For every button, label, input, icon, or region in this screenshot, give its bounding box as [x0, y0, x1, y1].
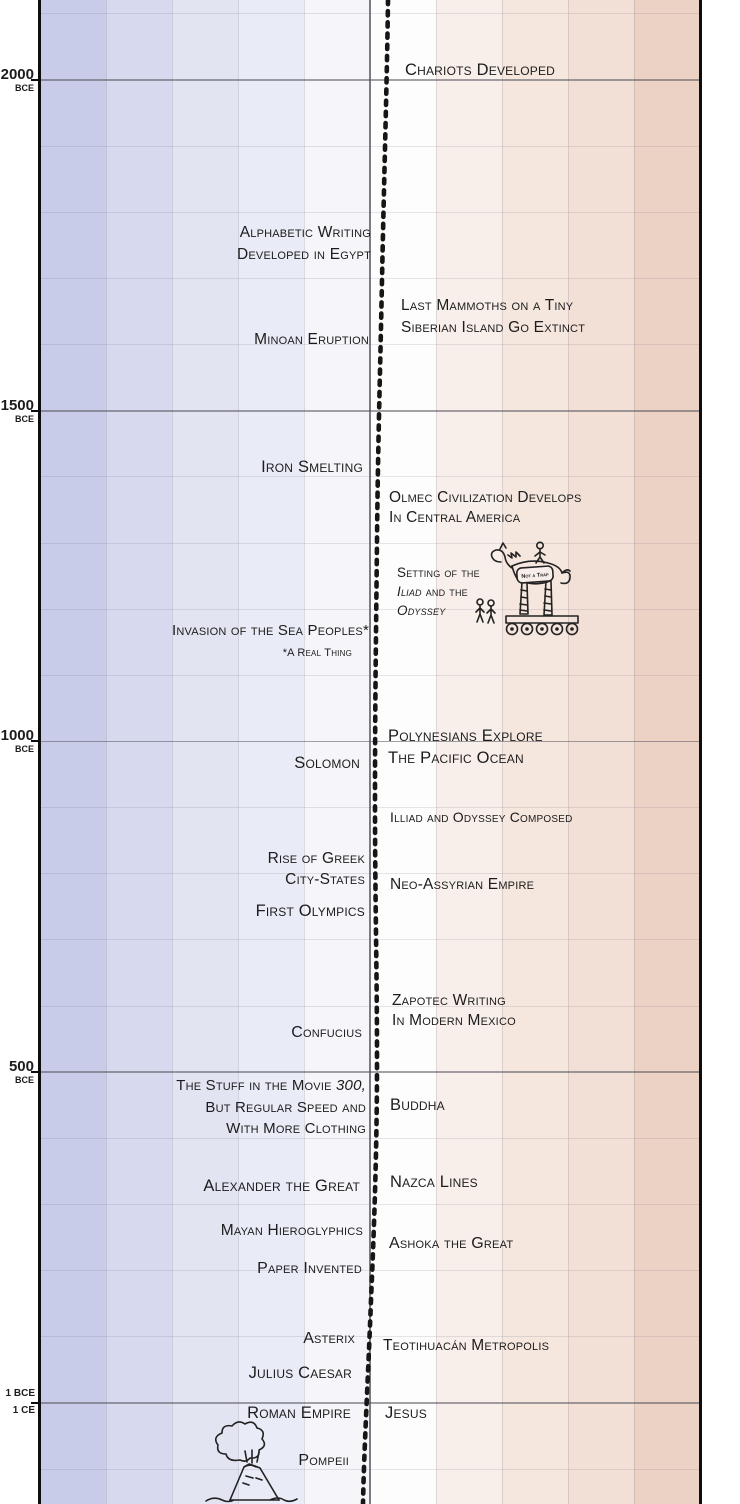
vertical-gridline [502, 0, 503, 1504]
era-band [502, 0, 568, 1504]
event-polynesians-explore: Polynesians Explore The Pacific Ocean [388, 727, 543, 767]
volcano-illustration [205, 1421, 298, 1503]
horizontal-gridline [40, 1071, 700, 1074]
tick-1500-bce: 1500 BCE [0, 397, 34, 424]
horizontal-gridline [40, 277, 700, 279]
event-minoan-eruption: Minoan Eruption [254, 331, 369, 348]
event-chariots-developed: Chariots Developed [405, 61, 556, 79]
horizontal-gridline [40, 79, 700, 81]
event-teotihuac-n-metropolis: Teotihuacán Metropolis [383, 1337, 550, 1354]
event-olmec-civilization-develops: Olmec Civilization Develops In Central Am… [389, 488, 582, 527]
vertical-gridline [172, 0, 173, 1504]
horizontal-gridline [40, 476, 700, 478]
vertical-gridline [634, 0, 635, 1504]
tick-mark [31, 1071, 40, 1073]
event-neo-assyrian-empire: Neo-Assyrian Empire [390, 876, 535, 893]
vertical-gridline [568, 0, 569, 1504]
event-invasion-of-the-sea-peoples: Invasion of the Sea Peoples* [172, 622, 369, 639]
horizontal-gridline [40, 873, 700, 875]
event-first-olympics: First Olympics [255, 902, 365, 920]
event-solomon: Solomon [294, 754, 360, 772]
era-band [106, 0, 172, 1504]
vertical-gridline [436, 0, 437, 1504]
tick-1-bce: 1 BCE [5, 1388, 35, 1399]
event-asterix: Asterix [303, 1330, 355, 1347]
event-ashoka-the-great: Ashoka the Great [389, 1235, 514, 1252]
vertical-gridline [304, 0, 305, 1504]
tick-mark [31, 79, 40, 81]
horizontal-gridline [40, 1402, 700, 1404]
horizontal-gridline [40, 807, 700, 809]
horizontal-gridline [40, 1468, 700, 1470]
event-julius-caesar: Julius Caesar [248, 1364, 352, 1382]
horizontal-gridline [40, 145, 700, 147]
horizontal-gridline [40, 13, 700, 15]
vertical-gridline [238, 0, 239, 1504]
horizontal-gridline [40, 1204, 700, 1206]
event-nazca-lines: Nazca Lines [390, 1173, 478, 1191]
vertical-gridline [369, 0, 371, 1504]
horizontal-gridline [40, 674, 700, 676]
plot-right-border [699, 0, 702, 1504]
not-a-trap-sign: Not a Trap [521, 572, 549, 580]
horizontal-gridline [40, 939, 700, 941]
horizontal-gridline [40, 211, 700, 213]
tick-mark [31, 740, 40, 742]
event-the-stuff-in-the-movie-300: The Stuff in the Movie 300, But Regular S… [176, 1077, 366, 1138]
event-rise-of-greek: Rise of Greek City-States [267, 849, 365, 888]
horizontal-gridline [40, 542, 700, 544]
era-band [436, 0, 502, 1504]
event-alphabetic-writing: Alphabetic Writing Developed in Egypt [237, 224, 371, 263]
horizontal-gridline [40, 344, 700, 346]
event-pompeii: Pompeii [298, 1452, 349, 1469]
tick-500-bce: 500 BCE [8, 1058, 34, 1085]
horizontal-gridline [40, 1005, 700, 1007]
event-paper-invented: Paper Invented [257, 1260, 362, 1277]
event-roman-empire: Roman Empire [247, 1404, 351, 1422]
event-jesus: Jesus [385, 1404, 427, 1422]
era-band [634, 0, 700, 1504]
event-illiad-and-odyssey-composed: Illiad and Odyssey Composed [390, 809, 573, 825]
tick-mark [31, 1402, 40, 1404]
horizontal-gridline [40, 608, 700, 610]
era-band [172, 0, 238, 1504]
trojan-horse-illustration: Not a Trap [475, 541, 579, 636]
era-band [40, 0, 106, 1504]
era-band [304, 0, 370, 1504]
plot-left-border [38, 0, 41, 1504]
tick-mark [31, 410, 40, 412]
era-band [568, 0, 634, 1504]
event-a-real-thing: *A Real Thing [282, 647, 352, 659]
horizontal-gridline [40, 740, 700, 743]
horizontal-gridline [40, 1137, 700, 1139]
tick-2000-bce: 2000 BCE [0, 66, 34, 93]
event-mayan-hieroglyphics: Mayan Hieroglyphics [220, 1222, 363, 1239]
event-zapotec-writing: Zapotec Writing In Modern Mexico [392, 991, 516, 1030]
era-band [238, 0, 304, 1504]
event-setting-of-the: Setting of the Iliad and the Odyssey [397, 564, 480, 618]
event-alexander-the-great: Alexander the Great [203, 1177, 360, 1195]
event-last-mammoths-on-a-tiny: Last Mammoths on a Tiny Siberian Island G… [401, 297, 586, 336]
event-confucius: Confucius [291, 1024, 362, 1041]
tick-1-ce: 1 CE [12, 1405, 35, 1416]
horizontal-gridline [40, 1270, 700, 1272]
vertical-gridline [106, 0, 107, 1504]
tick-1000-bce: 1000 BCE [0, 727, 34, 754]
event-iron-smelting: Iron Smelting [261, 458, 363, 476]
horizontal-gridline [40, 409, 700, 412]
event-buddha: Buddha [390, 1096, 445, 1114]
